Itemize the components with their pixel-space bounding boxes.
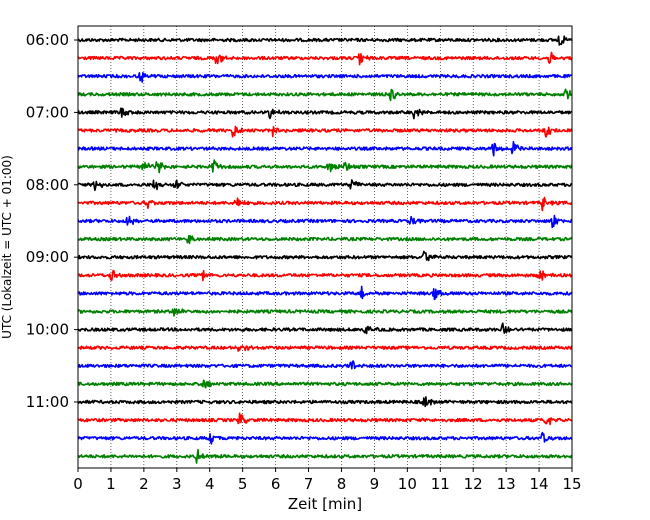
y-tick-label: 06:00 [26,31,69,49]
trace-line [77,269,573,282]
x-tick-label: 4 [205,475,215,493]
trace-line [77,412,573,426]
x-axis-ticks: 0 1 2 3 4 5 6 7 8 9 10 11 12 13 14 15 [73,468,582,493]
trace-line [77,125,573,138]
trace-line [77,88,573,102]
trace-line [77,379,573,389]
trace-line [77,396,573,408]
trace-line [77,35,573,46]
y-tick-label: 11:00 [26,393,69,411]
x-tick-label: 5 [238,475,248,493]
trace-line [77,72,573,83]
x-tick-label: 14 [530,475,549,493]
trace-line [77,214,573,229]
x-tick-label: 0 [73,475,83,493]
x-tick-label: 9 [370,475,380,493]
y-axis-label: UTC (Lokalzeit = UTC + 01:00) [0,155,14,339]
trace-line [77,322,573,335]
trace-line [77,431,573,445]
x-axis-label: Zeit [min] [288,495,362,513]
trace-line [77,448,573,464]
x-tick-label: 6 [271,475,281,493]
x-tick-label: 1 [106,475,116,493]
trace-line [77,285,573,301]
trace-line [77,345,573,352]
x-tick-label: 13 [497,475,516,493]
trace-line [77,196,573,212]
seismic-traces [77,35,573,464]
y-axis-ticks: 06:00 07:00 08:00 09:00 10:00 11:00 [26,31,78,411]
y-tick-label: 10:00 [26,321,69,339]
x-tick-label: 10 [398,475,417,493]
trace-line [77,179,573,192]
x-tick-label: 2 [139,475,149,493]
x-tick-label: 11 [431,475,450,493]
trace-line [77,51,573,66]
x-tick-label: 3 [172,475,182,493]
trace-line [77,107,573,120]
x-tick-label: 8 [337,475,347,493]
x-tick-label: 7 [304,475,314,493]
trace-line [77,360,573,370]
plot-frame [77,25,573,469]
y-tick-label: 08:00 [26,176,69,194]
trace-line [77,250,573,262]
y-tick-label: 07:00 [26,103,69,121]
trace-line [77,141,573,157]
trace-line [77,159,573,174]
y-tick-label: 09:00 [26,248,69,266]
trace-line [77,235,573,245]
x-tick-label: 12 [464,475,483,493]
trace-line [77,308,573,317]
x-tick-label: 15 [562,475,581,493]
